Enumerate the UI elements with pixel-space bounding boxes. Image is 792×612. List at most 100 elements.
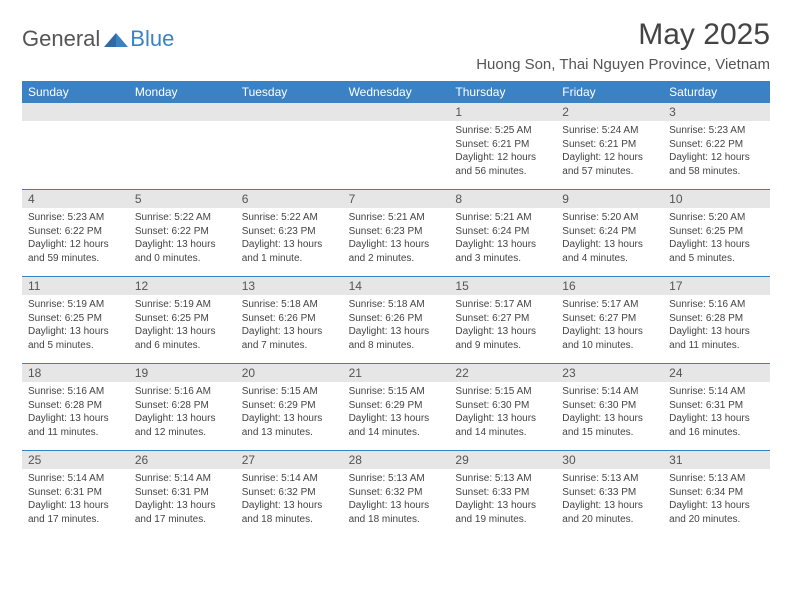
sunset-text: Sunset: 6:29 PM — [242, 399, 337, 413]
day-number: 1 — [449, 103, 556, 121]
day-cell: 16Sunrise: 5:17 AMSunset: 6:27 PMDayligh… — [556, 277, 663, 363]
day-number: 31 — [663, 451, 770, 469]
daylight-text: Daylight: 13 hours and 18 minutes. — [242, 499, 337, 526]
day-info: Sunrise: 5:13 AMSunset: 6:33 PMDaylight:… — [449, 469, 556, 530]
sunset-text: Sunset: 6:31 PM — [669, 399, 764, 413]
sunrise-text: Sunrise: 5:19 AM — [135, 298, 230, 312]
weekday-cell: Thursday — [449, 81, 556, 103]
sunrise-text: Sunrise: 5:13 AM — [455, 472, 550, 486]
day-cell: 2Sunrise: 5:24 AMSunset: 6:21 PMDaylight… — [556, 103, 663, 189]
day-number: 29 — [449, 451, 556, 469]
sunset-text: Sunset: 6:22 PM — [28, 225, 123, 239]
day-number: 30 — [556, 451, 663, 469]
day-info: Sunrise: 5:13 AMSunset: 6:34 PMDaylight:… — [663, 469, 770, 530]
day-cell: 1Sunrise: 5:25 AMSunset: 6:21 PMDaylight… — [449, 103, 556, 189]
day-info: Sunrise: 5:21 AMSunset: 6:24 PMDaylight:… — [449, 208, 556, 269]
day-cell: 7Sunrise: 5:21 AMSunset: 6:23 PMDaylight… — [343, 190, 450, 276]
sunrise-text: Sunrise: 5:15 AM — [242, 385, 337, 399]
daylight-text: Daylight: 13 hours and 20 minutes. — [562, 499, 657, 526]
day-number: 8 — [449, 190, 556, 208]
day-cell: 28Sunrise: 5:13 AMSunset: 6:32 PMDayligh… — [343, 451, 450, 537]
day-cell: 20Sunrise: 5:15 AMSunset: 6:29 PMDayligh… — [236, 364, 343, 450]
daylight-text: Daylight: 12 hours and 58 minutes. — [669, 151, 764, 178]
sunrise-text: Sunrise: 5:13 AM — [562, 472, 657, 486]
daylight-text: Daylight: 13 hours and 16 minutes. — [669, 412, 764, 439]
sunset-text: Sunset: 6:25 PM — [28, 312, 123, 326]
sunrise-text: Sunrise: 5:17 AM — [562, 298, 657, 312]
day-cell: 26Sunrise: 5:14 AMSunset: 6:31 PMDayligh… — [129, 451, 236, 537]
sunrise-text: Sunrise: 5:16 AM — [135, 385, 230, 399]
sunrise-text: Sunrise: 5:18 AM — [242, 298, 337, 312]
day-number: 22 — [449, 364, 556, 382]
day-number: 25 — [22, 451, 129, 469]
daylight-text: Daylight: 13 hours and 3 minutes. — [455, 238, 550, 265]
day-info: Sunrise: 5:14 AMSunset: 6:31 PMDaylight:… — [22, 469, 129, 530]
daylight-text: Daylight: 13 hours and 11 minutes. — [669, 325, 764, 352]
day-number: 20 — [236, 364, 343, 382]
day-info: Sunrise: 5:14 AMSunset: 6:31 PMDaylight:… — [129, 469, 236, 530]
day-cell: 5Sunrise: 5:22 AMSunset: 6:22 PMDaylight… — [129, 190, 236, 276]
day-number: 3 — [663, 103, 770, 121]
sunrise-text: Sunrise: 5:15 AM — [349, 385, 444, 399]
sunrise-text: Sunrise: 5:18 AM — [349, 298, 444, 312]
sunrise-text: Sunrise: 5:14 AM — [562, 385, 657, 399]
sunset-text: Sunset: 6:29 PM — [349, 399, 444, 413]
day-cell: 4Sunrise: 5:23 AMSunset: 6:22 PMDaylight… — [22, 190, 129, 276]
sunrise-text: Sunrise: 5:14 AM — [242, 472, 337, 486]
sunrise-text: Sunrise: 5:14 AM — [28, 472, 123, 486]
weekday-cell: Monday — [129, 81, 236, 103]
sunset-text: Sunset: 6:28 PM — [135, 399, 230, 413]
day-number: 28 — [343, 451, 450, 469]
day-info: Sunrise: 5:14 AMSunset: 6:31 PMDaylight:… — [663, 382, 770, 443]
day-cell — [236, 103, 343, 189]
day-cell: 11Sunrise: 5:19 AMSunset: 6:25 PMDayligh… — [22, 277, 129, 363]
day-number: 13 — [236, 277, 343, 295]
sunrise-text: Sunrise: 5:14 AM — [135, 472, 230, 486]
week-row: 25Sunrise: 5:14 AMSunset: 6:31 PMDayligh… — [22, 450, 770, 537]
day-cell: 14Sunrise: 5:18 AMSunset: 6:26 PMDayligh… — [343, 277, 450, 363]
day-info: Sunrise: 5:17 AMSunset: 6:27 PMDaylight:… — [556, 295, 663, 356]
sunrise-text: Sunrise: 5:13 AM — [669, 472, 764, 486]
day-cell: 21Sunrise: 5:15 AMSunset: 6:29 PMDayligh… — [343, 364, 450, 450]
day-info: Sunrise: 5:23 AMSunset: 6:22 PMDaylight:… — [663, 121, 770, 182]
sunrise-text: Sunrise: 5:16 AM — [669, 298, 764, 312]
daylight-text: Daylight: 13 hours and 15 minutes. — [562, 412, 657, 439]
day-info: Sunrise: 5:22 AMSunset: 6:23 PMDaylight:… — [236, 208, 343, 269]
day-info: Sunrise: 5:20 AMSunset: 6:25 PMDaylight:… — [663, 208, 770, 269]
sunset-text: Sunset: 6:28 PM — [669, 312, 764, 326]
daylight-text: Daylight: 13 hours and 11 minutes. — [28, 412, 123, 439]
sunrise-text: Sunrise: 5:17 AM — [455, 298, 550, 312]
sunset-text: Sunset: 6:25 PM — [669, 225, 764, 239]
day-info: Sunrise: 5:18 AMSunset: 6:26 PMDaylight:… — [343, 295, 450, 356]
day-number: 19 — [129, 364, 236, 382]
day-cell: 23Sunrise: 5:14 AMSunset: 6:30 PMDayligh… — [556, 364, 663, 450]
sunset-text: Sunset: 6:31 PM — [135, 486, 230, 500]
sunrise-text: Sunrise: 5:20 AM — [669, 211, 764, 225]
week-row: 11Sunrise: 5:19 AMSunset: 6:25 PMDayligh… — [22, 276, 770, 363]
sunset-text: Sunset: 6:22 PM — [135, 225, 230, 239]
empty-day — [236, 103, 343, 121]
day-number: 24 — [663, 364, 770, 382]
day-number: 23 — [556, 364, 663, 382]
daylight-text: Daylight: 12 hours and 59 minutes. — [28, 238, 123, 265]
sunrise-text: Sunrise: 5:23 AM — [669, 124, 764, 138]
sunrise-text: Sunrise: 5:20 AM — [562, 211, 657, 225]
day-cell: 30Sunrise: 5:13 AMSunset: 6:33 PMDayligh… — [556, 451, 663, 537]
sunrise-text: Sunrise: 5:19 AM — [28, 298, 123, 312]
logo-text-general: General — [22, 26, 100, 52]
day-cell: 3Sunrise: 5:23 AMSunset: 6:22 PMDaylight… — [663, 103, 770, 189]
daylight-text: Daylight: 13 hours and 17 minutes. — [135, 499, 230, 526]
day-info: Sunrise: 5:19 AMSunset: 6:25 PMDaylight:… — [22, 295, 129, 356]
day-number: 15 — [449, 277, 556, 295]
sunset-text: Sunset: 6:22 PM — [669, 138, 764, 152]
sunrise-text: Sunrise: 5:25 AM — [455, 124, 550, 138]
sunset-text: Sunset: 6:24 PM — [562, 225, 657, 239]
daylight-text: Daylight: 13 hours and 8 minutes. — [349, 325, 444, 352]
sunset-text: Sunset: 6:24 PM — [455, 225, 550, 239]
day-info: Sunrise: 5:18 AMSunset: 6:26 PMDaylight:… — [236, 295, 343, 356]
daylight-text: Daylight: 13 hours and 20 minutes. — [669, 499, 764, 526]
sunset-text: Sunset: 6:32 PM — [242, 486, 337, 500]
week-row: 4Sunrise: 5:23 AMSunset: 6:22 PMDaylight… — [22, 189, 770, 276]
daylight-text: Daylight: 13 hours and 1 minute. — [242, 238, 337, 265]
day-info: Sunrise: 5:21 AMSunset: 6:23 PMDaylight:… — [343, 208, 450, 269]
